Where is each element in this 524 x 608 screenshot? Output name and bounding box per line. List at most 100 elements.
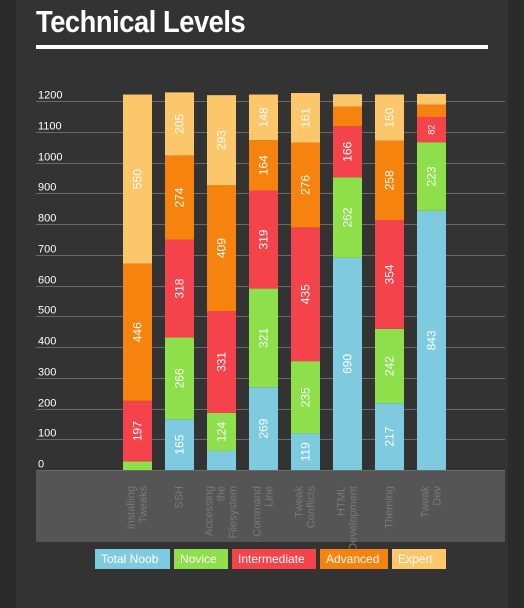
x-category-label: the bbox=[216, 486, 228, 501]
data-label: 258 bbox=[383, 170, 397, 190]
x-category-label: Conflicts bbox=[306, 486, 318, 529]
data-label: 690 bbox=[341, 354, 355, 374]
x-category-label: Line bbox=[264, 486, 276, 507]
data-label: 274 bbox=[173, 187, 187, 207]
y-tick-label: 400 bbox=[38, 336, 56, 348]
bar-segment-advanced bbox=[333, 106, 362, 127]
bar-segment-total-noob bbox=[207, 450, 236, 470]
data-label: 148 bbox=[257, 107, 271, 127]
data-label: 843 bbox=[425, 330, 439, 350]
data-label: 331 bbox=[215, 352, 229, 372]
bar-segment-total-noob bbox=[333, 257, 362, 470]
chart-legend: Total Noob Novice Intermediate Advanced Expe… bbox=[0, 549, 524, 571]
data-label: 409 bbox=[215, 238, 229, 258]
bar-segment-intermediate bbox=[123, 400, 152, 462]
bar-segment-expert bbox=[249, 94, 278, 141]
bar-segment-novice bbox=[207, 412, 236, 451]
data-label: 165 bbox=[173, 434, 187, 454]
y-tick-label: 1000 bbox=[38, 152, 62, 164]
bar-segment-novice bbox=[165, 337, 194, 420]
legend-item-novice[interactable]: Novice bbox=[174, 549, 228, 569]
bar-segment-intermediate bbox=[417, 116, 446, 143]
legend-item-advanced[interactable]: Advanced bbox=[320, 549, 388, 569]
data-label: 150 bbox=[383, 107, 397, 127]
data-label: 205 bbox=[173, 114, 187, 134]
y-tick-label: 300 bbox=[38, 367, 56, 379]
y-tick-label: 1100 bbox=[38, 121, 62, 133]
bar-stack: 197 446 550 bbox=[123, 94, 152, 470]
x-category-label: Installing bbox=[126, 486, 138, 529]
bar-segment-total-noob bbox=[291, 433, 320, 470]
bar-stack: 119 235 435 276 161 bbox=[291, 93, 320, 470]
bar-segment-novice bbox=[417, 142, 446, 211]
data-label: 446 bbox=[131, 322, 145, 342]
bar-segment-total-noob bbox=[165, 419, 194, 470]
data-label: 318 bbox=[173, 278, 187, 298]
data-label: 242 bbox=[383, 356, 397, 376]
bar-stack: 217 242 354 258 150 bbox=[375, 94, 404, 470]
data-label: 217 bbox=[383, 426, 397, 446]
bar-segment-novice bbox=[375, 328, 404, 404]
legend-item-intermediate[interactable]: Intermediate bbox=[232, 549, 316, 569]
bar-segment-intermediate bbox=[291, 227, 320, 362]
x-category-label: Dev bbox=[432, 486, 444, 506]
data-label: 266 bbox=[173, 368, 187, 388]
bar-segment-intermediate bbox=[375, 220, 404, 329]
bar-segment-total-noob bbox=[417, 210, 446, 470]
bar-segment-expert bbox=[207, 95, 236, 186]
bar-stack: 124 331 409 293 bbox=[207, 95, 236, 470]
legend-item-expert[interactable]: Expert bbox=[392, 549, 446, 569]
data-label: 82 bbox=[427, 125, 437, 135]
x-category-label: Tweak bbox=[420, 486, 432, 518]
data-label: 119 bbox=[299, 442, 313, 461]
data-label: 435 bbox=[299, 284, 313, 304]
bar-segment-expert bbox=[123, 94, 152, 264]
bar-segment-advanced bbox=[249, 140, 278, 191]
bar-segment-expert bbox=[417, 93, 446, 105]
bars: 197 446 550 165 266 318 274 205 124 331 409 293 269 3… bbox=[123, 92, 446, 470]
data-label: 293 bbox=[215, 130, 229, 150]
bar-segment-expert bbox=[165, 92, 194, 156]
bar-segment-total-noob bbox=[375, 403, 404, 470]
data-label: 269 bbox=[257, 418, 271, 438]
x-category-label: Filesystem bbox=[228, 486, 240, 539]
bar-stack: 843 223 82 bbox=[417, 93, 446, 470]
bar-segment-expert bbox=[291, 93, 320, 143]
x-category-label: Tweak bbox=[294, 486, 306, 518]
bar-segment-novice bbox=[333, 177, 362, 258]
y-tick-label: 900 bbox=[38, 182, 56, 194]
data-label: 124 bbox=[215, 422, 229, 442]
bar-stack: 269 321 319 164 148 bbox=[249, 94, 278, 470]
bar-segment-advanced bbox=[123, 263, 152, 401]
bar-segment-intermediate bbox=[165, 239, 194, 338]
data-label: 321 bbox=[257, 328, 271, 348]
data-label: 319 bbox=[257, 229, 271, 249]
y-tick-label: 600 bbox=[38, 275, 56, 287]
y-tick-label: 800 bbox=[38, 213, 56, 225]
title-underline bbox=[36, 45, 488, 49]
bar-stack: 165 266 318 274 205 bbox=[165, 92, 194, 470]
bar-segment-intermediate bbox=[249, 190, 278, 289]
data-label: 354 bbox=[383, 264, 397, 284]
bar-segment-advanced bbox=[375, 140, 404, 221]
bar-segment-advanced bbox=[417, 104, 446, 117]
legend-item-total-noob[interactable]: Total Noob bbox=[95, 549, 170, 569]
bar-segment-expert bbox=[375, 94, 404, 141]
x-category-label: SSH bbox=[174, 486, 186, 509]
x-axis: Installing Tweaks SSH Accessing the Filesyste… bbox=[126, 486, 444, 551]
data-label: 550 bbox=[131, 169, 145, 189]
bar-segment-advanced bbox=[291, 142, 320, 228]
x-category-label: Development bbox=[348, 486, 360, 551]
bar-segment-intermediate bbox=[333, 126, 362, 178]
bar-stack: 690 262 166 bbox=[333, 94, 362, 470]
data-label: 166 bbox=[341, 141, 355, 161]
x-category-label: Tweaks bbox=[138, 486, 150, 524]
bar-segment-advanced bbox=[207, 185, 236, 312]
bar-segment-advanced bbox=[165, 155, 194, 240]
data-label: 276 bbox=[299, 175, 313, 195]
y-tick-label: 700 bbox=[38, 244, 56, 256]
x-category-label: Theming bbox=[384, 486, 396, 529]
bar-segment-novice bbox=[249, 288, 278, 388]
